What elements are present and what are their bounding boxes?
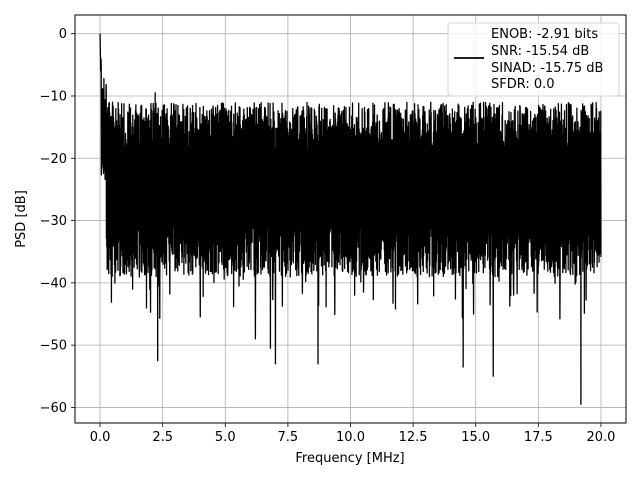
x-tick-label: 10.0 (336, 430, 365, 445)
x-tick-label: 0.0 (90, 430, 111, 445)
y-tick-label: −30 (40, 214, 67, 229)
x-axis-label: Frequency [MHz] (295, 451, 404, 466)
y-tick-label: −60 (40, 401, 67, 416)
legend-box (447, 22, 620, 97)
y-axis-ticks: 0 −10 −20 −30 −40 −50 −60 (40, 27, 75, 416)
y-axis-label: PSD [dB] (14, 190, 29, 248)
x-axis-ticks: 0.0 2.5 5.0 7.5 10.0 12.5 15.0 17.5 20.0 (90, 423, 615, 445)
y-tick-label: 0 (59, 27, 67, 42)
x-tick-label: 2.5 (152, 430, 173, 445)
y-tick-label: −50 (40, 339, 67, 354)
psd-series-line (99, 33, 602, 405)
legend-line-sinad: SINAD: -15.75 dB (491, 61, 603, 76)
x-tick-label: 12.5 (399, 430, 428, 445)
legend-line-snr: SNR: -15.54 dB (491, 44, 589, 59)
x-tick-label: 7.5 (278, 430, 299, 445)
x-tick-label: 17.5 (524, 430, 553, 445)
y-tick-label: −20 (40, 152, 67, 167)
x-tick-label: 20.0 (586, 430, 615, 445)
y-tick-label: −10 (40, 89, 67, 104)
legend-line-sfdr: SFDR: 0.0 (491, 77, 555, 92)
legend: ENOB: -2.91 bits SNR: -15.54 dB SINAD: -… (447, 22, 620, 97)
x-tick-label: 5.0 (215, 430, 236, 445)
y-tick-label: −40 (40, 276, 67, 291)
legend-line-enob: ENOB: -2.91 bits (491, 27, 598, 42)
series-layer (99, 33, 602, 405)
x-tick-label: 15.0 (461, 430, 490, 445)
